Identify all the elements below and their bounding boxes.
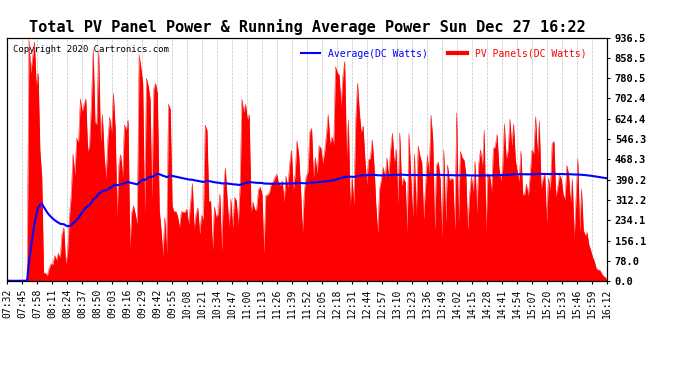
Text: Copyright 2020 Cartronics.com: Copyright 2020 Cartronics.com (13, 45, 169, 54)
Legend: Average(DC Watts), PV Panels(DC Watts): Average(DC Watts), PV Panels(DC Watts) (297, 45, 591, 63)
Title: Total PV Panel Power & Running Average Power Sun Dec 27 16:22: Total PV Panel Power & Running Average P… (29, 19, 585, 35)
